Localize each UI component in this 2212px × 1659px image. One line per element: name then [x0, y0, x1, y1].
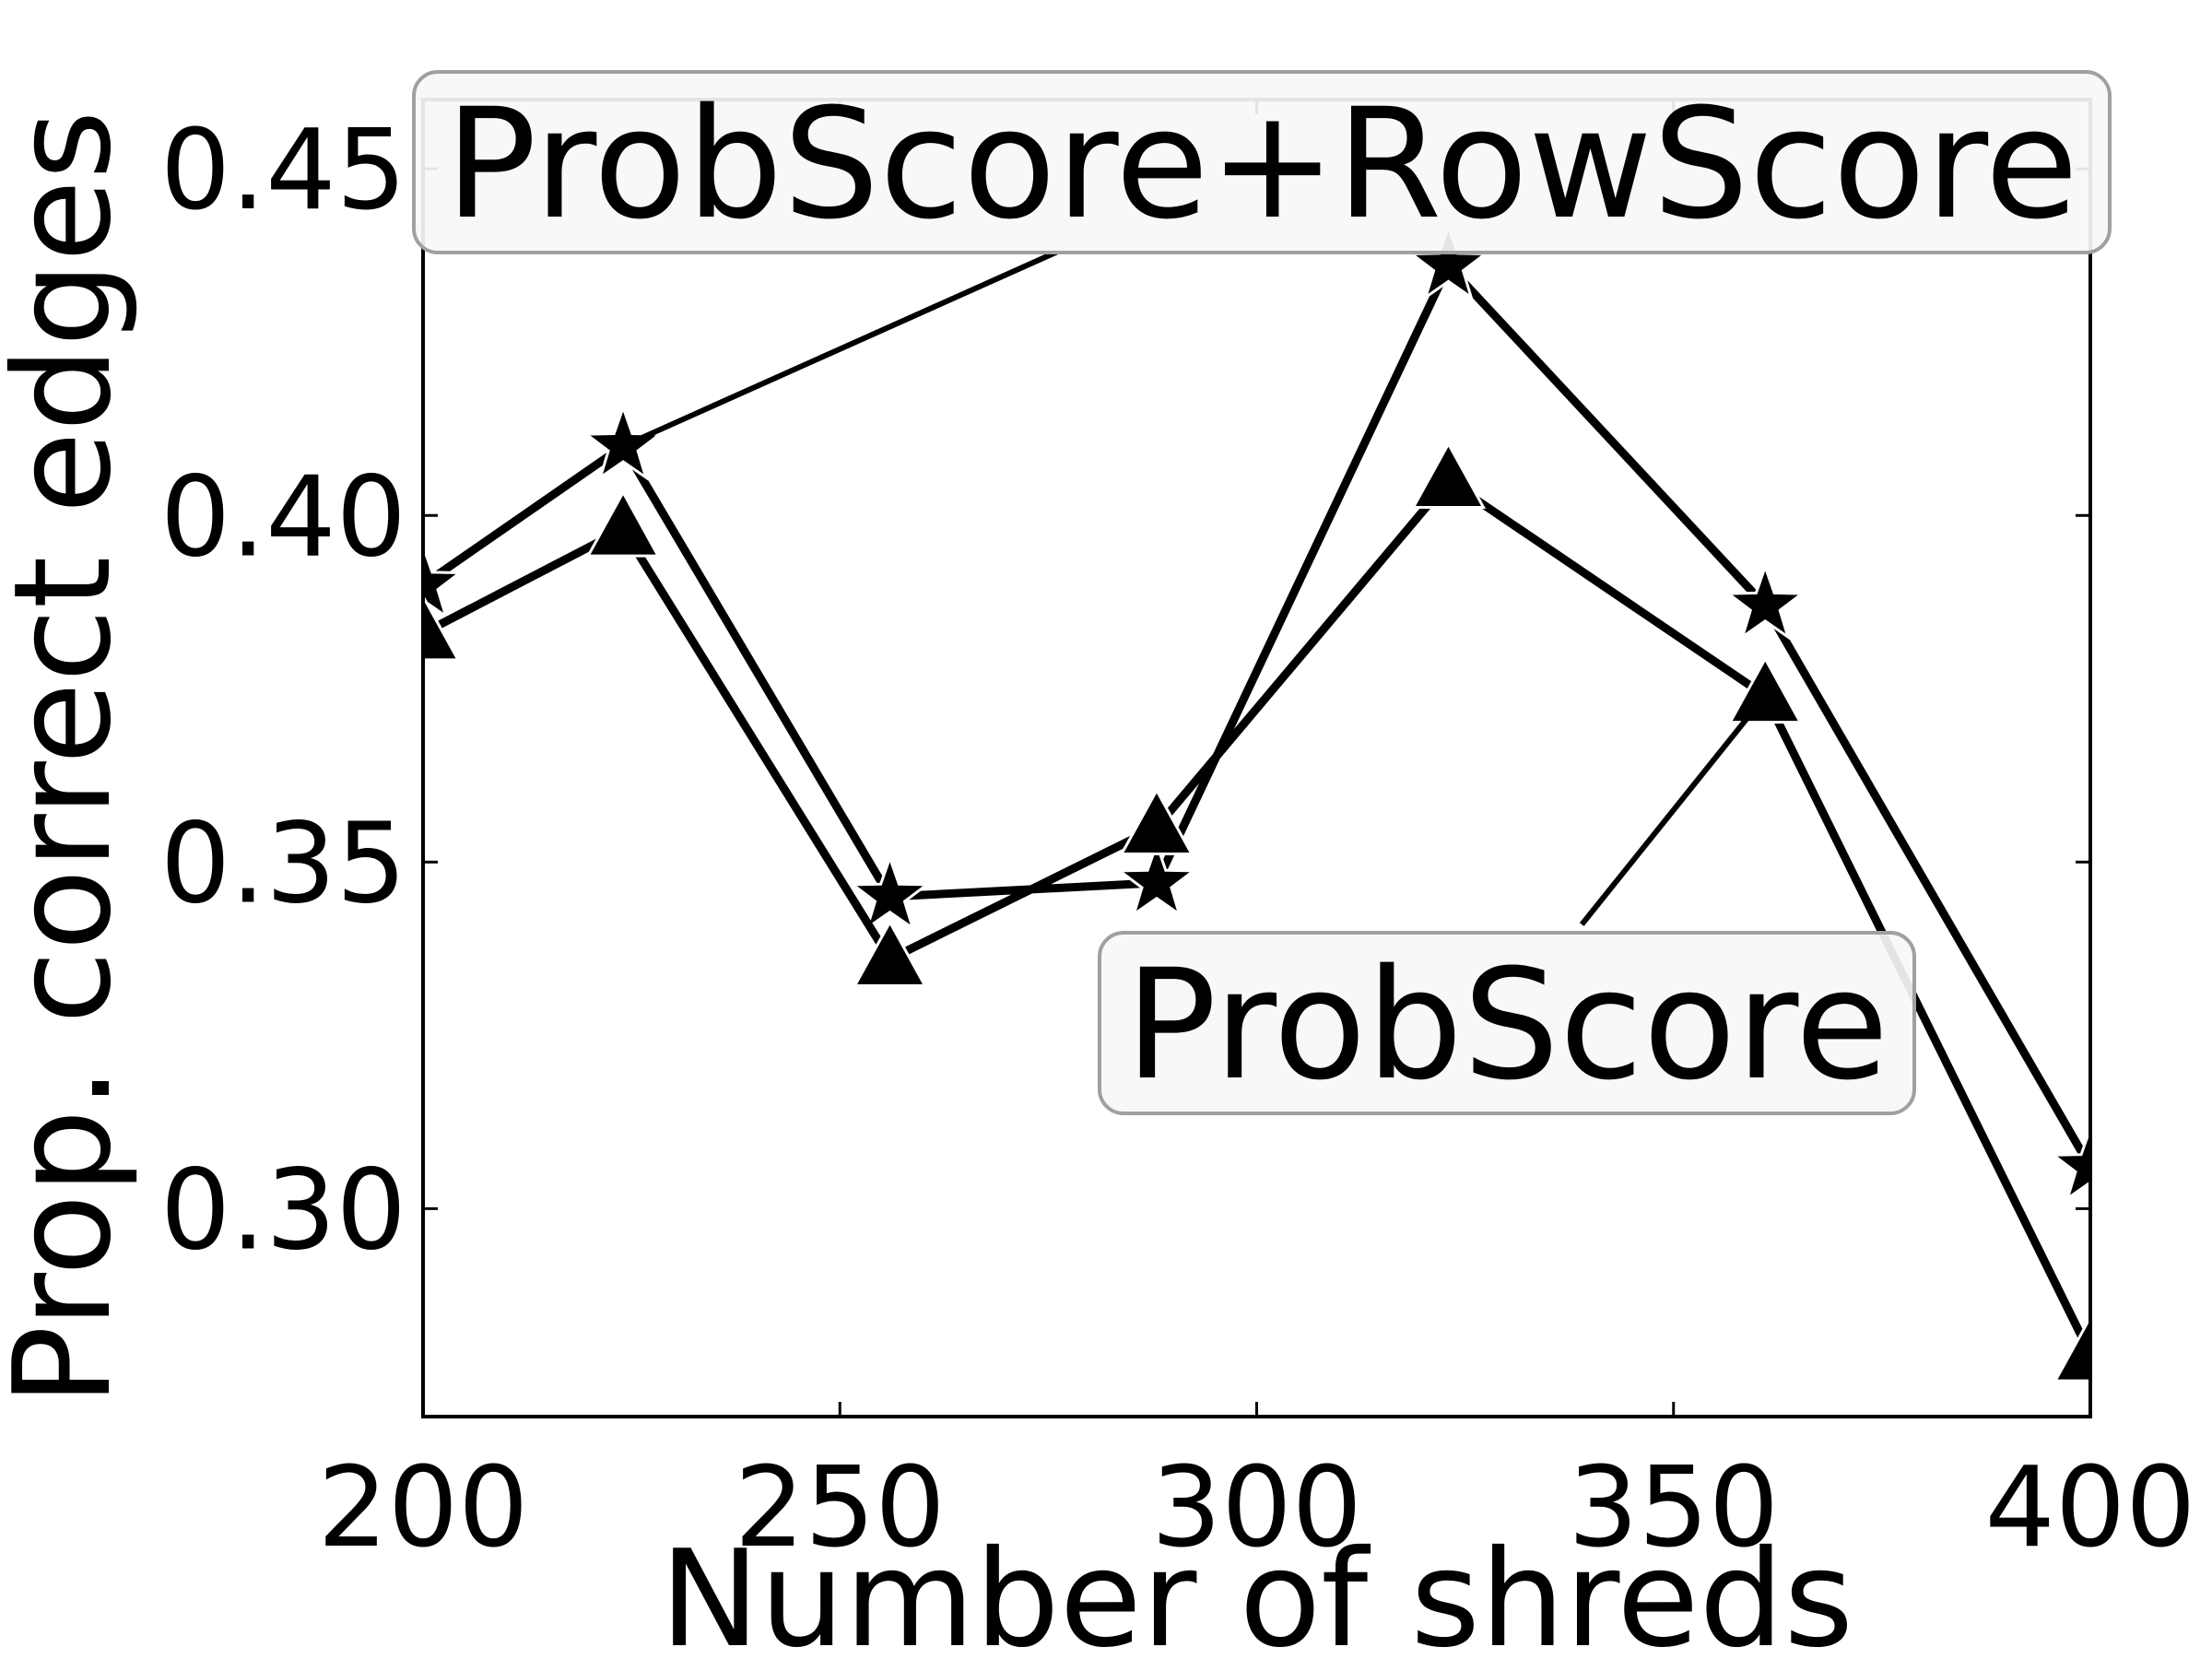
plot-frame [421, 98, 2092, 1418]
y-tick-label: 0.40 [160, 453, 406, 582]
annotation-probscore-rowscore: ProbScore+RowScore [412, 70, 2112, 449]
data-point-triangle [1727, 655, 1803, 724]
series-probscore [423, 441, 2090, 1382]
y-tick-label: 0.35 [160, 800, 406, 928]
axis-ticks: 200 250 300 350 400 0.30 0.35 0.40 0.45 [160, 100, 2196, 1572]
annotation-probscore: ProbScore [1098, 693, 1916, 1115]
x-tick-label: 300 [1151, 1444, 1362, 1572]
y-tick-label: 0.45 [160, 107, 406, 235]
data-point-triangle [1119, 787, 1194, 856]
annotation-arrow [621, 249, 1058, 449]
data-point-star [1724, 562, 1806, 641]
data-point-star [1115, 840, 1198, 918]
annotation-label: ProbScore+RowScore [445, 76, 2078, 253]
y-axis-label: Prop. correct edges [0, 110, 141, 1406]
data-point-star [849, 853, 931, 932]
data-point-triangle [2053, 1314, 2090, 1382]
series-probscore-rowscore [423, 222, 2090, 1202]
annotation-label: ProbScore [1125, 936, 1889, 1113]
data-point-star [2049, 1124, 2090, 1202]
data-point-triangle [1410, 441, 1487, 509]
data-point-triangle [423, 594, 461, 662]
x-tick-label: 200 [317, 1444, 528, 1572]
y-tick-label: 0.30 [160, 1147, 406, 1275]
x-tick-label: 350 [1568, 1444, 1779, 1572]
x-tick-label: 400 [1984, 1444, 2195, 1572]
annotation-arrow [1579, 693, 1768, 926]
x-axis-label: Number of shreds [660, 1522, 1853, 1659]
x-tick-label: 250 [735, 1444, 946, 1572]
data-point-triangle [585, 489, 661, 558]
annotations: ProbScore+RowScore ProbScore [412, 70, 2112, 1115]
annotation-box [412, 70, 2112, 254]
data-point-triangle [852, 919, 928, 987]
data-point-star [423, 541, 465, 620]
plot-area [423, 222, 2090, 1382]
series-line [423, 475, 2090, 1357]
annotation-box [1098, 931, 1916, 1115]
